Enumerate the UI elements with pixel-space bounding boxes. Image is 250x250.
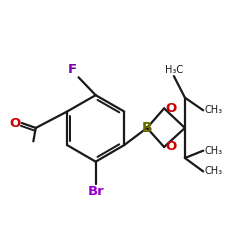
Text: F: F: [68, 63, 77, 76]
Text: B: B: [142, 121, 153, 135]
Text: CH₃: CH₃: [204, 105, 222, 115]
Text: CH₃: CH₃: [204, 166, 222, 176]
Text: O: O: [165, 102, 176, 115]
Text: H₃C: H₃C: [165, 65, 183, 75]
Text: O: O: [165, 140, 176, 153]
Text: O: O: [9, 116, 20, 130]
Text: Br: Br: [87, 185, 104, 198]
Text: CH₃: CH₃: [204, 146, 222, 156]
